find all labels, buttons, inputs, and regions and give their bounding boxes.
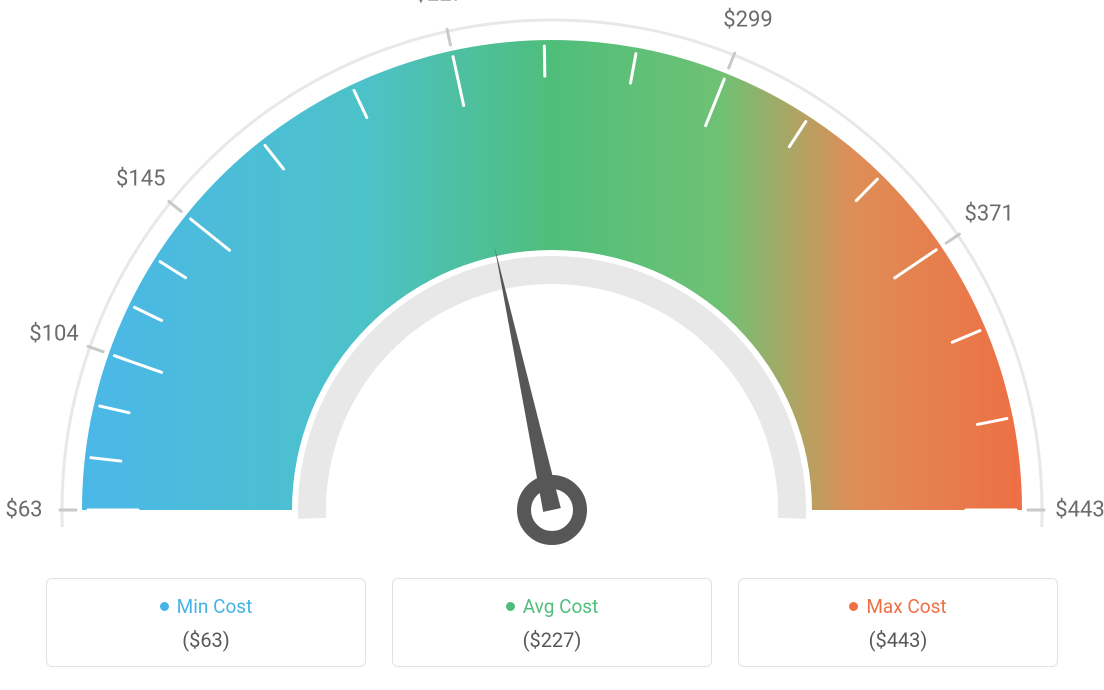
legend-row: Min Cost ($63) Avg Cost ($227) Max Cost …	[0, 578, 1104, 667]
gauge-tick-label: $227	[415, 0, 464, 7]
cost-gauge-chart: $63 $104 $145 $227 $299 $371 $443	[0, 0, 1104, 570]
legend-card-max: Max Cost ($443)	[738, 578, 1058, 667]
legend-dot-avg	[506, 602, 515, 611]
legend-label-min: Min Cost	[177, 595, 253, 618]
legend-card-avg: Avg Cost ($227)	[392, 578, 712, 667]
legend-card-min: Min Cost ($63)	[46, 578, 366, 667]
gauge-tick-label: $104	[29, 322, 78, 347]
legend-dot-max	[849, 602, 858, 611]
legend-dot-min	[160, 602, 169, 611]
gauge-svg	[0, 0, 1104, 570]
legend-label-max: Max Cost	[866, 595, 946, 618]
legend-value-min: ($63)	[59, 628, 353, 652]
gauge-tick-label: $145	[116, 166, 165, 191]
gauge-tick-label: $371	[964, 201, 1013, 226]
legend-value-max: ($443)	[751, 628, 1045, 652]
legend-label-avg: Avg Cost	[523, 595, 599, 618]
legend-title-avg: Avg Cost	[506, 595, 599, 618]
gauge-tick-label: $299	[723, 7, 772, 32]
legend-value-avg: ($227)	[405, 628, 699, 652]
legend-title-min: Min Cost	[160, 595, 253, 618]
gauge-tick-label: $443	[1055, 498, 1104, 523]
gauge-tick-label: $63	[5, 498, 42, 523]
legend-title-max: Max Cost	[849, 595, 946, 618]
